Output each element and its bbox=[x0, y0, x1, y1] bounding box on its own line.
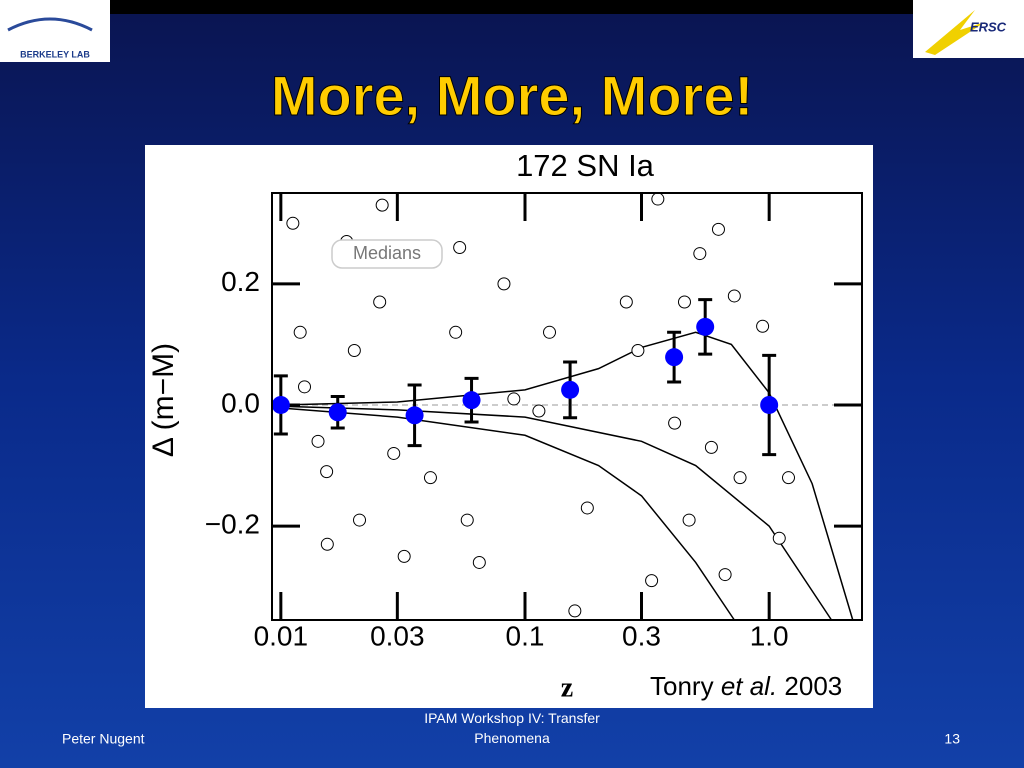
logo-bolt bbox=[925, 10, 985, 55]
median-point bbox=[696, 317, 715, 336]
sn-point bbox=[373, 295, 387, 309]
median-point bbox=[665, 348, 684, 367]
sn-point bbox=[532, 404, 546, 418]
sn-point bbox=[733, 471, 747, 485]
y-tick-label: 0.0 bbox=[221, 387, 260, 418]
sn-point bbox=[375, 198, 389, 212]
x-tick-label: 0.01 bbox=[254, 620, 309, 651]
credit-etal: et al. bbox=[721, 671, 777, 701]
sn-point bbox=[651, 192, 665, 206]
sn-point bbox=[727, 289, 741, 303]
credit-year: 2003 bbox=[784, 671, 842, 701]
median-point bbox=[462, 391, 481, 410]
annotation-box bbox=[331, 239, 443, 269]
sn-point bbox=[580, 501, 594, 515]
sn-point bbox=[619, 295, 633, 309]
x-tick-label: 0.1 bbox=[506, 620, 545, 651]
sn-point bbox=[423, 471, 437, 485]
sn-point bbox=[453, 241, 467, 255]
sn-point bbox=[311, 434, 325, 448]
sn-point bbox=[460, 513, 474, 527]
model-curve bbox=[280, 405, 833, 621]
sn-point bbox=[286, 216, 300, 230]
sn-point bbox=[449, 325, 463, 339]
median-point bbox=[561, 380, 580, 399]
x-tick-label: 0.3 bbox=[622, 620, 661, 651]
model-curve bbox=[280, 331, 854, 621]
sn-point bbox=[353, 513, 367, 527]
median-point bbox=[271, 395, 290, 414]
sn-point bbox=[781, 471, 795, 485]
sn-point bbox=[387, 446, 401, 460]
slide-title: More, More, More! bbox=[271, 64, 753, 127]
annotation: Medians bbox=[353, 243, 421, 263]
sn-point bbox=[543, 325, 557, 339]
sn-point bbox=[298, 380, 312, 394]
sn-point bbox=[347, 343, 361, 357]
sn-point bbox=[718, 568, 732, 582]
y-tick-label: −0.2 bbox=[205, 509, 260, 540]
credit: Tonry et al. 2003 bbox=[650, 671, 842, 701]
sn-point bbox=[704, 440, 718, 454]
sn-point bbox=[668, 416, 682, 430]
sn-point bbox=[756, 319, 770, 333]
sn-point bbox=[645, 574, 659, 588]
model-curve bbox=[280, 407, 735, 621]
sn-point bbox=[772, 531, 786, 545]
logo-right-text: ERSC bbox=[970, 19, 1007, 34]
x-tick-label: 1.0 bbox=[750, 620, 789, 651]
sn-point bbox=[677, 295, 691, 309]
median-point bbox=[405, 406, 424, 425]
sn-point bbox=[320, 537, 334, 551]
logo-left bbox=[0, 0, 110, 62]
footer-center-box: IPAM Workshop IV: Transfer Phenomena bbox=[424, 710, 600, 746]
page-number: 13 bbox=[944, 731, 960, 747]
x-axis-label: z bbox=[561, 672, 573, 703]
sn-point bbox=[472, 555, 486, 569]
chart-title: 172 SN Ia bbox=[516, 148, 655, 183]
sn-point bbox=[320, 465, 334, 479]
sn-point bbox=[497, 277, 511, 291]
sn-point bbox=[682, 513, 696, 527]
sn-point bbox=[693, 247, 707, 261]
y-axis-label: Δ (m−M) bbox=[147, 343, 180, 457]
sn-point bbox=[568, 604, 582, 618]
top-band bbox=[0, 0, 1024, 14]
logo-arc bbox=[7, 17, 93, 32]
sn-point bbox=[397, 549, 411, 563]
sn-point bbox=[293, 325, 307, 339]
x-tick-label: 0.03 bbox=[370, 620, 425, 651]
plot-frame bbox=[271, 192, 863, 621]
median-point bbox=[328, 403, 347, 422]
footer-center: IPAM Workshop IV: Transfer Phenomena bbox=[424, 710, 600, 746]
y-tick-label: 0.2 bbox=[221, 266, 260, 297]
sn-point bbox=[507, 392, 521, 406]
median-point bbox=[760, 395, 779, 414]
chart-panel bbox=[145, 145, 873, 708]
footer-left: Peter Nugent bbox=[62, 731, 145, 747]
plot: −0.2 0.0 0.2 0.01 0.03 0.1 0.3 1.0 Medians bbox=[205, 192, 863, 651]
sn-point bbox=[631, 343, 645, 357]
credit-author: Tonry bbox=[650, 671, 714, 701]
sn-point bbox=[711, 222, 725, 236]
logo-left-text: BERKELEY LAB bbox=[20, 49, 90, 59]
